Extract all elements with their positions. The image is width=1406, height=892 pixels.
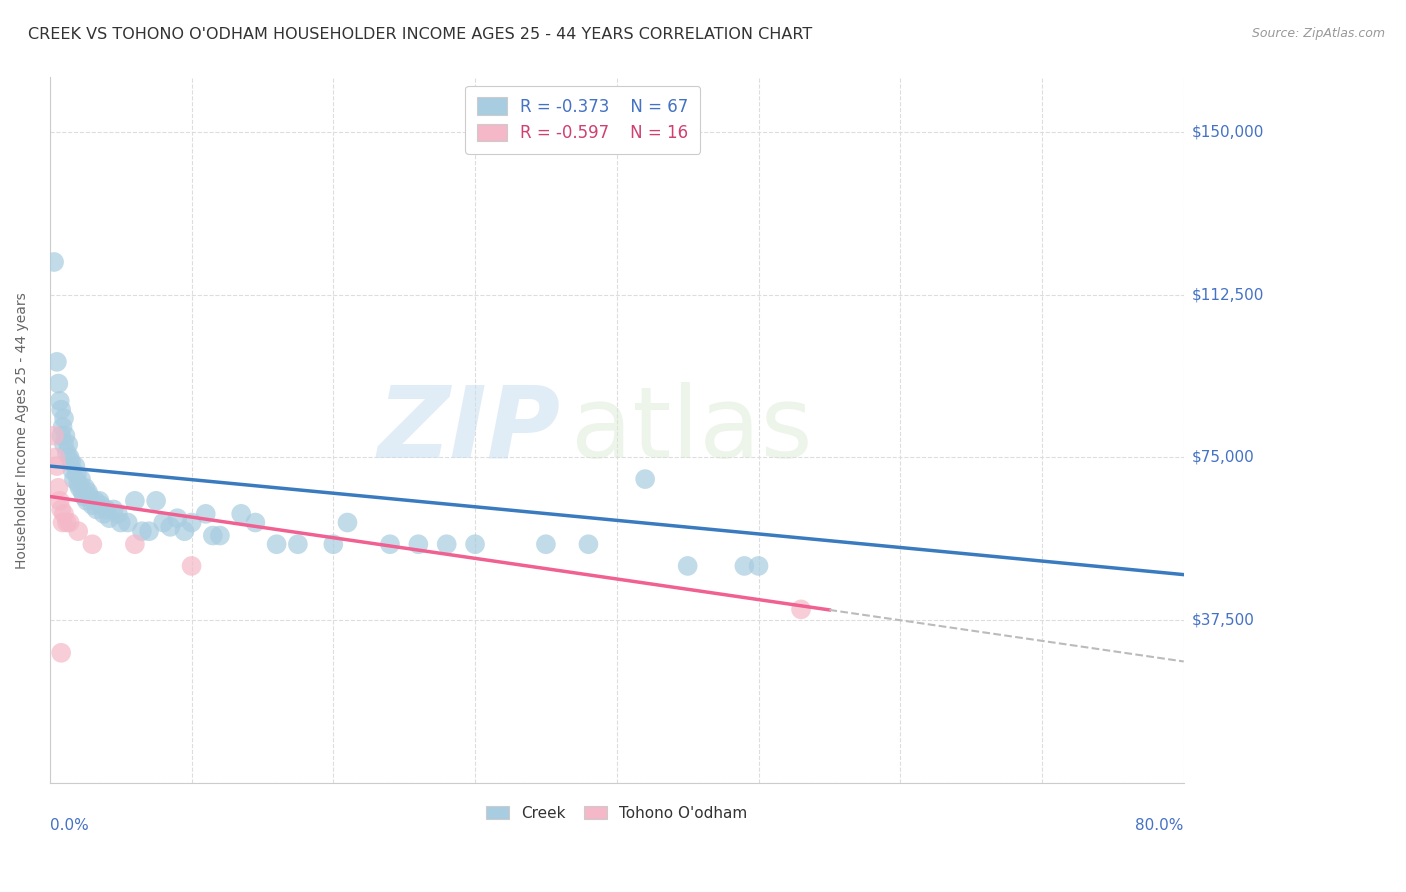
Point <box>51 402 73 417</box>
Point <box>110 516 132 530</box>
Text: CREEK VS TOHONO O'ODHAM HOUSEHOLDER INCOME AGES 25 - 44 YEARS CORRELATION CHART: CREEK VS TOHONO O'ODHAM HOUSEHOLDER INCO… <box>28 27 813 42</box>
Point <box>790 602 813 616</box>
Text: 0.0%: 0.0% <box>49 818 89 833</box>
Point <box>46 376 69 391</box>
Point <box>76 493 98 508</box>
Point <box>90 498 112 512</box>
Point <box>578 537 600 551</box>
Point <box>53 411 76 425</box>
Point <box>180 516 202 530</box>
Point <box>84 493 107 508</box>
Point <box>69 481 91 495</box>
Point <box>194 507 217 521</box>
Point <box>67 524 90 539</box>
Text: 80.0%: 80.0% <box>1136 818 1184 833</box>
Point <box>70 472 93 486</box>
Point <box>117 516 139 530</box>
Point <box>44 450 66 465</box>
Point <box>93 507 115 521</box>
Point <box>55 428 77 442</box>
Point <box>53 507 76 521</box>
Point <box>464 537 486 551</box>
Point <box>436 537 458 551</box>
Point <box>208 528 231 542</box>
Text: $150,000: $150,000 <box>1192 124 1264 139</box>
Point <box>138 524 160 539</box>
Point <box>747 558 769 573</box>
Point <box>103 502 125 516</box>
Point <box>65 459 87 474</box>
Point <box>58 437 80 451</box>
Point <box>66 467 89 482</box>
Point <box>166 511 188 525</box>
Point <box>82 537 104 551</box>
Point <box>60 455 83 469</box>
Legend: Creek, Tohono O'odham: Creek, Tohono O'odham <box>478 798 755 829</box>
Point <box>145 493 167 508</box>
Text: atlas: atlas <box>571 382 813 479</box>
Point <box>59 516 82 530</box>
Point <box>173 524 195 539</box>
Point <box>534 537 557 551</box>
Text: $37,500: $37,500 <box>1192 613 1256 628</box>
Point <box>131 524 153 539</box>
Point <box>266 537 288 551</box>
Point <box>124 537 146 551</box>
Point <box>124 493 146 508</box>
Point <box>79 490 101 504</box>
Point <box>634 472 657 486</box>
Point <box>82 498 104 512</box>
Point <box>56 516 79 530</box>
Point <box>77 485 100 500</box>
Point <box>96 502 118 516</box>
Point <box>56 446 79 460</box>
Point <box>408 537 430 551</box>
Point <box>72 485 94 500</box>
Point <box>49 493 72 508</box>
Point <box>73 490 96 504</box>
Text: $112,500: $112,500 <box>1192 287 1264 302</box>
Point <box>52 420 75 434</box>
Point <box>287 537 309 551</box>
Point <box>336 516 359 530</box>
Point <box>733 558 755 573</box>
Point <box>86 502 108 516</box>
Point <box>59 450 82 465</box>
Point <box>51 428 73 442</box>
Point <box>45 355 67 369</box>
Point <box>52 516 75 530</box>
Point <box>231 507 253 521</box>
Point <box>676 558 699 573</box>
Point <box>46 481 69 495</box>
Point <box>159 520 181 534</box>
Point <box>51 502 73 516</box>
Text: ZIP: ZIP <box>377 382 560 479</box>
Point <box>42 255 65 269</box>
Point <box>201 528 224 542</box>
Point <box>63 472 86 486</box>
Point <box>75 481 97 495</box>
Point <box>62 463 84 477</box>
Point <box>98 511 121 525</box>
Point <box>245 516 267 530</box>
Point <box>152 516 174 530</box>
Point <box>322 537 344 551</box>
Point <box>107 507 129 521</box>
Text: Source: ZipAtlas.com: Source: ZipAtlas.com <box>1251 27 1385 40</box>
Point <box>49 393 72 408</box>
Point <box>53 437 76 451</box>
Point <box>378 537 401 551</box>
Text: $75,000: $75,000 <box>1192 450 1254 465</box>
Point <box>51 646 73 660</box>
Point <box>45 459 67 474</box>
Point <box>89 493 111 508</box>
Point <box>42 428 65 442</box>
Point <box>67 476 90 491</box>
Y-axis label: Householder Income Ages 25 - 44 years: Householder Income Ages 25 - 44 years <box>15 292 30 568</box>
Point <box>180 558 202 573</box>
